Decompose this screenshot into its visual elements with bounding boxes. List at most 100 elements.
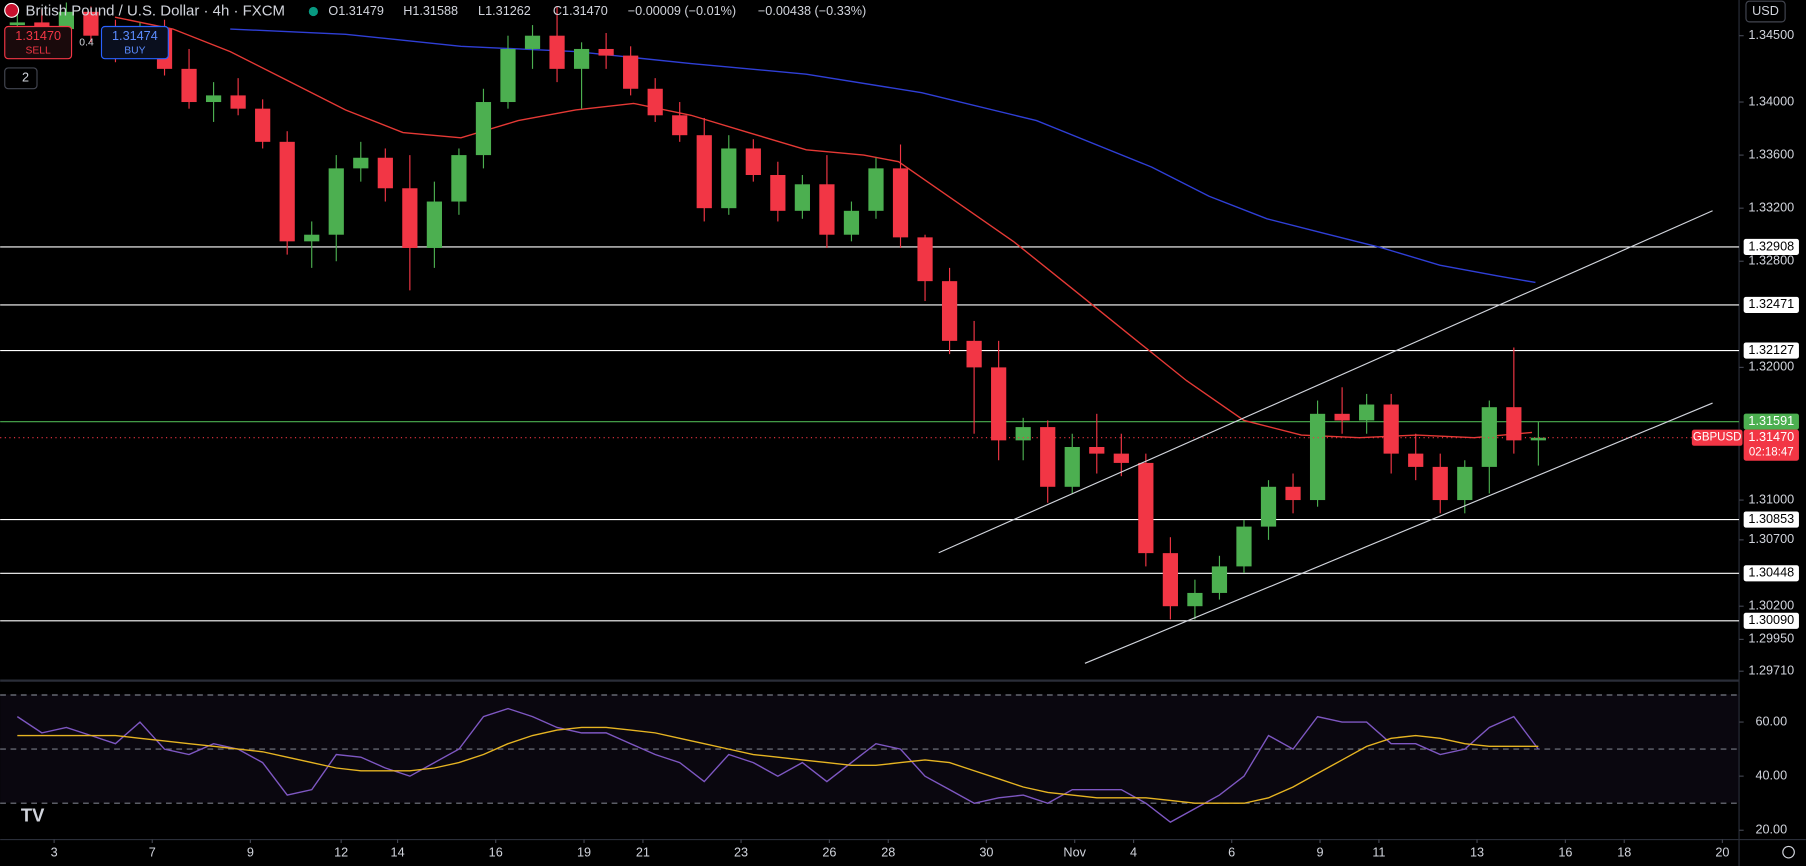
y-tick-label: 1.34000	[1748, 94, 1794, 108]
x-tick-label: 19	[577, 846, 591, 860]
candle-body	[843, 210, 860, 235]
buy-label[interactable]: BUY	[124, 45, 145, 56]
candle-body	[892, 168, 909, 238]
last-price-label: 1.31470	[1748, 430, 1794, 444]
x-tick-label: 6	[1228, 846, 1235, 860]
candle-body	[255, 108, 271, 142]
candle-body	[524, 35, 541, 49]
candle-body	[966, 340, 982, 368]
candle-body	[1260, 486, 1277, 527]
candle-body	[279, 141, 295, 242]
candle-body	[1064, 446, 1080, 487]
candle-body	[672, 115, 688, 136]
x-tick-label: 30	[979, 846, 993, 860]
level-label: 1.30853	[1748, 512, 1794, 526]
candle-body	[1530, 437, 1546, 441]
candle-body	[181, 68, 197, 103]
candle-body	[794, 184, 810, 211]
buy-price[interactable]: 1.31474	[112, 29, 158, 43]
x-tick-label: 12	[334, 846, 348, 860]
candle-body	[1481, 407, 1497, 467]
x-tick-label: 11	[1372, 846, 1385, 860]
candle-body	[623, 55, 639, 89]
moving-average	[114, 16, 1533, 439]
candle-body	[34, 22, 50, 30]
y-tick-label: 1.29950	[1748, 632, 1794, 646]
candle-body	[1187, 592, 1203, 607]
x-tick-label: 20	[1715, 846, 1729, 860]
countdown: 02:18:47	[1749, 447, 1794, 459]
x-tick-label: 4	[1130, 846, 1137, 860]
sell-button[interactable]	[4, 25, 73, 60]
candle-body	[1211, 566, 1228, 593]
level-label: 1.31591	[1748, 414, 1794, 428]
sell-price[interactable]: 1.31470	[15, 29, 61, 43]
x-tick-label: 9	[247, 846, 254, 860]
y-tick-label: 1.29710	[1748, 664, 1794, 678]
channel-lower	[1084, 402, 1713, 664]
change: −0.00009 (−0.01%)	[628, 4, 736, 18]
candle-body	[991, 367, 1007, 441]
candle-body	[598, 48, 614, 56]
candle-body	[647, 88, 663, 116]
candle-body	[402, 188, 418, 248]
candle-body	[696, 135, 712, 209]
channel-upper	[938, 210, 1713, 554]
ohlc-open: O1.31479	[328, 4, 384, 18]
candle-body	[745, 148, 761, 176]
indicators-toggle[interactable]	[4, 67, 38, 90]
level-label-box	[1743, 565, 1799, 582]
moving-average	[230, 28, 1536, 284]
candle-body	[1408, 453, 1424, 467]
candle-body	[917, 237, 933, 282]
settings-icon[interactable]	[1782, 845, 1795, 859]
rsi-line	[16, 707, 1539, 823]
level-label-box	[1743, 612, 1799, 629]
candle-body	[426, 201, 442, 248]
candle-body	[1432, 466, 1448, 501]
level-label: 1.32471	[1748, 297, 1794, 311]
candle-body	[205, 95, 222, 103]
currency[interactable]: USD	[1752, 4, 1779, 18]
sell-label[interactable]: SELL	[25, 45, 51, 56]
currency-button[interactable]	[1745, 0, 1786, 23]
symbol-label-box	[1691, 429, 1743, 446]
candle-body	[941, 281, 958, 341]
spread: 0.4	[79, 37, 94, 48]
rsi-y-tick-label: 20.00	[1755, 823, 1787, 837]
candle-body	[328, 168, 344, 235]
level-label-box	[1743, 296, 1799, 313]
level-label-box	[1743, 238, 1799, 255]
candle-body	[451, 155, 467, 202]
candle-body	[500, 48, 516, 103]
candle-body	[304, 234, 320, 242]
candle-body	[1015, 427, 1031, 441]
ohlc-high: H1.31588	[403, 4, 458, 18]
candle-body	[770, 175, 786, 211]
y-tick-label: 1.34500	[1748, 28, 1794, 42]
candle-body	[1040, 427, 1056, 487]
labels: 3 7 9 12 14 16 19 21 23 26 28 30 Nov 4 6 9 11 13 16 18 20 1.3…	[51, 28, 1799, 860]
x-tick-label: 16	[1558, 846, 1572, 860]
y-tick-label: 1.30700	[1748, 532, 1794, 546]
rsi-y-tick-label: 60.00	[1755, 714, 1787, 728]
symbol-label: GBPUSD	[1693, 432, 1742, 444]
change-total: −0.00438 (−0.33%)	[758, 4, 866, 18]
buy-button[interactable]	[100, 25, 169, 60]
x-tick-label: 7	[149, 846, 156, 860]
candle-body	[230, 95, 246, 109]
symbol-title: British Pound / U.S. Dollar · 4h · FXCM	[25, 2, 285, 19]
candle-body	[1089, 446, 1105, 454]
candle-body	[1236, 526, 1252, 567]
y-tick-label: 1.33200	[1748, 201, 1794, 215]
symbol-flag	[4, 2, 20, 18]
market-status	[308, 6, 318, 17]
candle-body	[1309, 413, 1326, 501]
indicators-count[interactable]: 2	[22, 71, 29, 85]
ohlc-low: L1.31262	[478, 4, 531, 18]
level-label: 1.30090	[1748, 613, 1794, 627]
last-price-box	[1743, 429, 1799, 461]
rsi-y-tick-label: 40.00	[1755, 768, 1787, 782]
candle-body	[721, 148, 737, 209]
